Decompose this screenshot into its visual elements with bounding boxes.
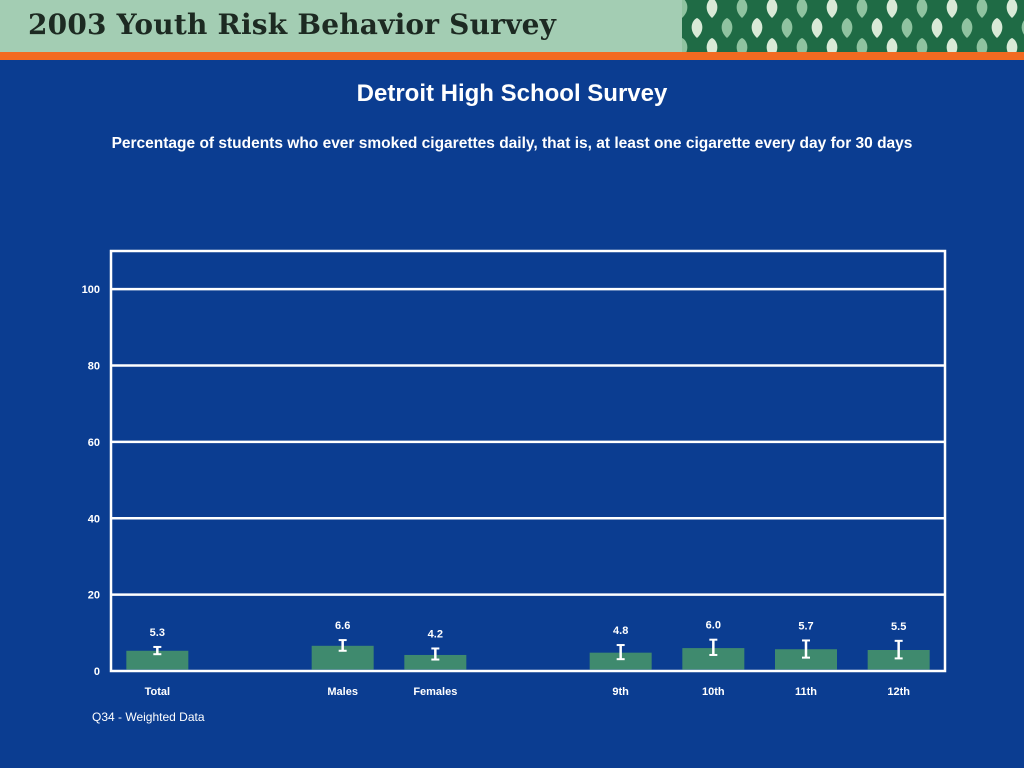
x-tick-label: 10th bbox=[702, 686, 725, 698]
leaf-shape bbox=[901, 18, 913, 38]
leaf-shape bbox=[946, 38, 958, 52]
leaf-shape bbox=[961, 18, 973, 38]
footnote: Q34 - Weighted Data bbox=[92, 710, 205, 724]
data-label: 5.3 bbox=[150, 627, 165, 639]
bar bbox=[589, 652, 652, 670]
leaf-shape bbox=[766, 38, 778, 52]
leaf-pattern-decoration bbox=[682, 0, 1024, 52]
leaf-shape bbox=[736, 38, 748, 52]
leaf-shape bbox=[886, 0, 898, 18]
y-tick-label: 80 bbox=[88, 361, 100, 373]
x-tick-label: 12th bbox=[887, 686, 910, 698]
leaf-shape bbox=[1006, 0, 1018, 18]
bar bbox=[867, 650, 930, 670]
leaf-shape bbox=[886, 38, 898, 52]
leaf-shape bbox=[811, 18, 823, 38]
leaf-shape bbox=[976, 0, 988, 18]
bar bbox=[682, 648, 745, 670]
y-tick-label: 60 bbox=[88, 437, 100, 449]
leaf-shape bbox=[841, 18, 853, 38]
leaf-shape bbox=[796, 38, 808, 52]
leaf-shape bbox=[766, 0, 778, 18]
banner-title: 2003 Youth Risk Behavior Survey bbox=[28, 8, 557, 41]
leaf-shape bbox=[991, 18, 1003, 38]
bar bbox=[404, 654, 467, 670]
accent-rule bbox=[0, 52, 1024, 60]
bar bbox=[126, 650, 189, 670]
chart-title: Detroit High School Survey bbox=[356, 80, 668, 107]
leaf-shape bbox=[682, 38, 688, 52]
y-tick-label: 0 bbox=[94, 666, 100, 678]
data-label: 6.0 bbox=[706, 620, 721, 632]
leaf-pattern-graphic bbox=[682, 0, 1024, 52]
x-tick-label: Females bbox=[413, 686, 457, 698]
bar bbox=[311, 645, 374, 670]
leaf-shape bbox=[796, 0, 808, 18]
leaf-shape bbox=[826, 0, 838, 18]
leaf-shape bbox=[721, 18, 733, 38]
leaf-shape bbox=[1021, 20, 1024, 35]
leaf-shape bbox=[682, 0, 688, 18]
leaf-shape bbox=[916, 38, 928, 52]
y-tick-label: 100 bbox=[82, 284, 100, 296]
data-label: 6.6 bbox=[335, 620, 350, 632]
chart-subtitle: Percentage of students who ever smoked c… bbox=[111, 135, 913, 152]
plot-frame bbox=[109, 249, 947, 673]
leaf-shape bbox=[931, 18, 943, 38]
leaf-shape bbox=[946, 0, 958, 18]
y-tick-label: 40 bbox=[88, 513, 100, 525]
x-tick-label: 9th bbox=[612, 686, 629, 698]
leaf-shape bbox=[826, 38, 838, 52]
y-tick-label: 20 bbox=[88, 590, 100, 602]
header-banner: 2003 Youth Risk Behavior Survey bbox=[0, 0, 1024, 52]
leaf-shape bbox=[1006, 38, 1018, 52]
data-label: 5.5 bbox=[891, 621, 906, 633]
leaf-shape bbox=[856, 0, 868, 18]
x-tick-label: Males bbox=[327, 686, 358, 698]
leaf-shape bbox=[871, 18, 883, 38]
leaf-shape bbox=[916, 0, 928, 18]
leaf-shape bbox=[976, 38, 988, 52]
x-tick-label: Total bbox=[145, 686, 170, 698]
bar bbox=[775, 649, 837, 670]
leaf-shape bbox=[751, 18, 763, 38]
x-tick-label: 11th bbox=[795, 686, 817, 698]
data-label: 4.8 bbox=[613, 625, 628, 637]
leaf-shape bbox=[781, 18, 793, 38]
leaf-shape bbox=[856, 38, 868, 52]
data-label: 4.2 bbox=[428, 628, 443, 640]
data-label: 5.7 bbox=[798, 620, 813, 632]
leaf-shape bbox=[706, 0, 718, 18]
leaf-shape bbox=[691, 18, 703, 38]
leaf-shape bbox=[706, 38, 718, 52]
leaf-shape bbox=[736, 0, 748, 18]
